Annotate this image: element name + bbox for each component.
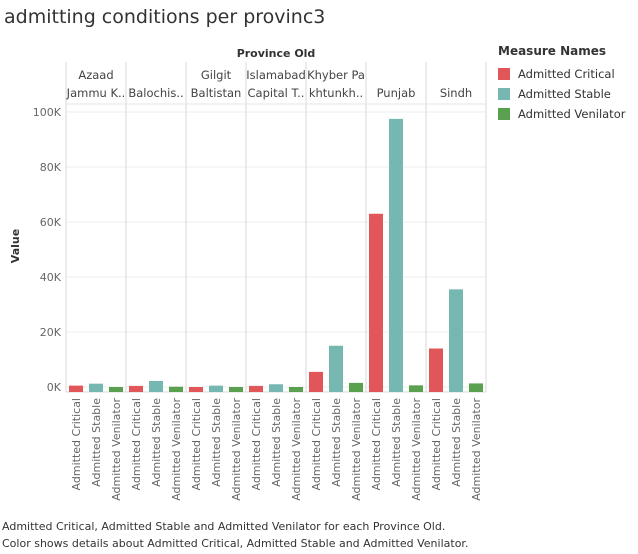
- legend-label-stable: Admitted Stable: [518, 87, 611, 101]
- bar[interactable]: [429, 348, 443, 393]
- x-tick-label: Admitted Venilator: [470, 398, 483, 501]
- gridlines: [66, 111, 486, 388]
- column-header: Capital T..: [248, 86, 305, 100]
- bars: [69, 118, 483, 393]
- bar[interactable]: [409, 385, 423, 392]
- bar[interactable]: [169, 386, 183, 392]
- bar[interactable]: [69, 385, 83, 392]
- x-tick-label: Admitted Stable: [330, 398, 343, 487]
- y-tick-label: 80K: [40, 161, 62, 174]
- column-header: Balochis..: [128, 86, 183, 100]
- column-headers: Azaad Jammu K.. Balochis.. Gilgit Baltistan I…: [66, 68, 473, 100]
- column-header: Punjab: [377, 86, 416, 100]
- bar[interactable]: [89, 383, 103, 392]
- legend-label-venilator: Admitted Venilator: [518, 107, 626, 121]
- bar[interactable]: [209, 385, 223, 392]
- x-tick-label: Admitted Venilator: [170, 398, 183, 501]
- bar[interactable]: [269, 384, 283, 392]
- caption-line-1: Admitted Critical, Admitted Stable and A…: [2, 520, 446, 533]
- legend-swatch-venilator: [498, 108, 510, 120]
- header-label: Province Old: [237, 47, 316, 60]
- legend-swatch-critical: [498, 68, 510, 80]
- legend: Measure Names Admitted Critical Admitted…: [498, 44, 636, 124]
- legend-swatch-stable: [498, 88, 510, 100]
- x-tick-label: Admitted Stable: [270, 398, 283, 487]
- x-tick-label: Admitted Critical: [70, 398, 83, 490]
- x-tick-label: Admitted Critical: [370, 398, 383, 490]
- column-header: Baltistan: [191, 86, 242, 100]
- y-tick-label: 60K: [40, 216, 62, 229]
- legend-item-stable[interactable]: Admitted Stable: [498, 84, 636, 104]
- column-header: Gilgit: [201, 68, 232, 82]
- x-tick-label: Admitted Critical: [190, 398, 203, 490]
- x-axis-labels: Admitted Critical Admitted Stable Admitted…: [70, 398, 483, 501]
- bar[interactable]: [249, 385, 263, 392]
- chart-title: admitting conditions per provinc3: [4, 6, 326, 28]
- legend-item-venilator[interactable]: Admitted Venilator: [498, 104, 636, 124]
- x-tick-label: Admitted Critical: [430, 398, 443, 490]
- column-header: Khyber Pa: [307, 68, 365, 82]
- x-tick-label: Admitted Stable: [90, 398, 103, 487]
- x-tick-label: Admitted Stable: [390, 398, 403, 487]
- column-header: Islamabad: [246, 68, 306, 82]
- column-header: khtunkh..: [309, 86, 363, 100]
- bar[interactable]: [289, 387, 303, 392]
- x-tick-label: Admitted Critical: [130, 398, 143, 490]
- legend-item-critical[interactable]: Admitted Critical: [498, 64, 636, 84]
- bar[interactable]: [229, 387, 243, 392]
- column-header: Jammu K..: [66, 86, 126, 100]
- x-tick-label: Admitted Venilator: [290, 398, 303, 501]
- bar[interactable]: [329, 345, 343, 392]
- bar[interactable]: [469, 383, 483, 392]
- x-tick-label: Admitted Stable: [450, 398, 463, 487]
- bar[interactable]: [309, 371, 323, 392]
- column-header: Azaad: [78, 68, 113, 82]
- y-tick-label: 20K: [40, 326, 62, 339]
- bar[interactable]: [369, 213, 383, 392]
- bar[interactable]: [189, 387, 203, 392]
- y-tick-label: 100K: [33, 106, 62, 119]
- x-tick-label: Admitted Venilator: [350, 398, 363, 501]
- bar[interactable]: [449, 289, 463, 392]
- caption-line-2: Color shows details about Admitted Criti…: [2, 537, 469, 550]
- bar[interactable]: [389, 118, 403, 392]
- column-header: Sindh: [440, 86, 472, 100]
- x-tick-label: Admitted Stable: [150, 398, 163, 487]
- legend-label-critical: Admitted Critical: [518, 67, 615, 81]
- bar[interactable]: [109, 387, 123, 392]
- bar[interactable]: [349, 382, 363, 392]
- caption: Admitted Critical, Admitted Stable and A…: [2, 518, 468, 552]
- bar[interactable]: [149, 380, 163, 392]
- x-tick-label: Admitted Venilator: [230, 398, 243, 501]
- x-tick-label: Admitted Stable: [210, 398, 223, 487]
- y-tick-label: 40K: [40, 271, 62, 284]
- x-tick-label: Admitted Critical: [310, 398, 323, 490]
- y-axis-label: Value: [9, 229, 22, 263]
- x-tick-label: Admitted Venilator: [110, 398, 123, 501]
- bar[interactable]: [129, 385, 143, 392]
- legend-title: Measure Names: [498, 44, 607, 58]
- y-tick-label: 0K: [47, 381, 62, 394]
- y-axis: 0K 20K 40K 60K 80K 100K: [33, 106, 62, 394]
- x-tick-label: Admitted Venilator: [410, 398, 423, 501]
- x-tick-label: Admitted Critical: [250, 398, 263, 490]
